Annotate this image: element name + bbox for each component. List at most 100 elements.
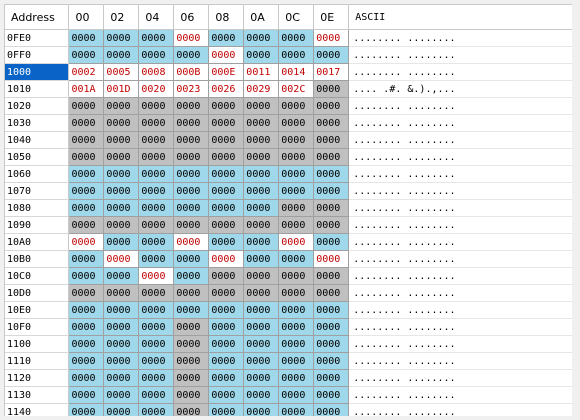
row-address[interactable]: 1040 bbox=[5, 131, 70, 149]
row-address[interactable]: 10B0 bbox=[5, 250, 70, 268]
hex-word-cell[interactable]: 0000 bbox=[278, 284, 315, 302]
hex-word-cell[interactable]: 0002 bbox=[68, 63, 105, 81]
memory-row[interactable]: 0FE0 0000 0000 0000 0000 0000 0000 0000 0000....… bbox=[5, 29, 573, 47]
hex-word-cell[interactable]: 0000 bbox=[173, 216, 210, 234]
hex-word-cell[interactable]: 0000 bbox=[173, 165, 210, 183]
hex-word-cell[interactable]: 0000 bbox=[173, 233, 210, 251]
hex-word-cell[interactable]: 0000 bbox=[68, 335, 105, 353]
hex-word-cell[interactable]: 0000 bbox=[103, 335, 140, 353]
hex-word-cell[interactable]: 0000 bbox=[243, 369, 280, 387]
hex-word-cell[interactable]: 0000 bbox=[278, 318, 315, 336]
hex-word-cell[interactable]: 000E bbox=[208, 63, 245, 81]
hex-word-cell[interactable]: 0000 bbox=[278, 114, 315, 132]
row-address[interactable]: 1000 bbox=[5, 63, 70, 81]
ascii-cell[interactable]: ........ ........ bbox=[348, 216, 573, 234]
memory-row[interactable]: 1070 0000 0000 0000 0000 0000 0000 0000 0000....… bbox=[5, 182, 573, 200]
hex-word-cell[interactable]: 0000 bbox=[313, 114, 350, 132]
row-address[interactable]: 1110 bbox=[5, 352, 70, 370]
hex-word-cell[interactable]: 0000 bbox=[138, 29, 175, 47]
ascii-cell[interactable]: ........ ........ bbox=[348, 369, 573, 387]
hex-word-cell[interactable]: 0008 bbox=[138, 63, 175, 81]
hex-word-cell[interactable]: 0000 bbox=[243, 199, 280, 217]
hex-word-cell[interactable]: 0000 bbox=[313, 369, 350, 387]
hex-word-cell[interactable]: 0000 bbox=[68, 386, 105, 404]
hex-word-cell[interactable]: 0000 bbox=[103, 131, 140, 149]
hex-word-cell[interactable]: 0000 bbox=[208, 216, 245, 234]
row-address[interactable]: 1080 bbox=[5, 199, 70, 217]
memory-row[interactable]: 1020 0000 0000 0000 0000 0000 0000 0000 0000....… bbox=[5, 97, 573, 115]
column-header-04[interactable]: 04 bbox=[138, 5, 175, 30]
memory-row[interactable]: 1120 0000 0000 0000 0000 0000 0000 0000 0000....… bbox=[5, 369, 573, 387]
hex-word-cell[interactable]: 0000 bbox=[103, 318, 140, 336]
row-address[interactable]: 10C0 bbox=[5, 267, 70, 285]
hex-word-cell[interactable]: 0000 bbox=[278, 199, 315, 217]
ascii-cell[interactable]: ........ ........ bbox=[348, 335, 573, 353]
hex-word-cell[interactable]: 0000 bbox=[278, 97, 315, 115]
hex-word-cell[interactable]: 0000 bbox=[243, 267, 280, 285]
hex-word-cell[interactable]: 0000 bbox=[208, 386, 245, 404]
hex-word-cell[interactable]: 0000 bbox=[208, 335, 245, 353]
hex-word-cell[interactable]: 0000 bbox=[173, 97, 210, 115]
hex-word-cell[interactable]: 0000 bbox=[138, 301, 175, 319]
hex-word-cell[interactable]: 0000 bbox=[278, 148, 315, 166]
row-address[interactable]: 10D0 bbox=[5, 284, 70, 302]
row-address[interactable]: 1130 bbox=[5, 386, 70, 404]
hex-word-cell[interactable]: 0000 bbox=[313, 29, 350, 47]
ascii-cell[interactable]: ........ ........ bbox=[348, 29, 573, 47]
hex-word-cell[interactable]: 0000 bbox=[243, 352, 280, 370]
hex-word-cell[interactable]: 0000 bbox=[313, 233, 350, 251]
ascii-cell[interactable]: ........ ........ bbox=[348, 182, 573, 200]
memory-row[interactable]: 10C0 0000 0000 0000 0000 0000 0000 0000 0000....… bbox=[5, 267, 573, 285]
hex-word-cell[interactable]: 0000 bbox=[68, 369, 105, 387]
hex-word-cell[interactable]: 0000 bbox=[103, 250, 140, 268]
hex-word-cell[interactable]: 0000 bbox=[278, 46, 315, 64]
hex-word-cell[interactable]: 0000 bbox=[103, 199, 140, 217]
hex-word-cell[interactable]: 0000 bbox=[208, 182, 245, 200]
row-address[interactable]: 10A0 bbox=[5, 233, 70, 251]
hex-word-cell[interactable]: 0000 bbox=[138, 233, 175, 251]
hex-word-cell[interactable]: 0000 bbox=[243, 318, 280, 336]
ascii-cell[interactable]: ........ ........ bbox=[348, 165, 573, 183]
hex-word-cell[interactable]: 0000 bbox=[138, 216, 175, 234]
memory-row[interactable]: 10B0 0000 0000 0000 0000 0000 0000 0000 0000....… bbox=[5, 250, 573, 268]
hex-word-cell[interactable]: 0020 bbox=[138, 80, 175, 98]
hex-word-cell[interactable]: 0014 bbox=[278, 63, 315, 81]
hex-word-cell[interactable]: 0000 bbox=[68, 165, 105, 183]
hex-word-cell[interactable]: 0000 bbox=[208, 250, 245, 268]
memory-row[interactable]: 1040 0000 0000 0000 0000 0000 0000 0000 0000....… bbox=[5, 131, 573, 149]
hex-word-cell[interactable]: 0000 bbox=[173, 114, 210, 132]
hex-word-cell[interactable]: 0000 bbox=[208, 318, 245, 336]
hex-word-cell[interactable]: 0000 bbox=[138, 335, 175, 353]
hex-word-cell[interactable]: 0000 bbox=[208, 131, 245, 149]
hex-word-cell[interactable]: 0000 bbox=[208, 97, 245, 115]
hex-word-cell[interactable]: 0000 bbox=[243, 148, 280, 166]
hex-word-cell[interactable]: 0000 bbox=[208, 369, 245, 387]
hex-word-cell[interactable]: 0000 bbox=[173, 386, 210, 404]
hex-word-cell[interactable]: 0000 bbox=[208, 46, 245, 64]
hex-word-cell[interactable]: 0000 bbox=[68, 29, 105, 47]
hex-word-cell[interactable]: 0000 bbox=[313, 352, 350, 370]
ascii-cell[interactable]: ........ ........ bbox=[348, 97, 573, 115]
hex-word-cell[interactable]: 0000 bbox=[138, 386, 175, 404]
hex-word-cell[interactable]: 0000 bbox=[68, 301, 105, 319]
hex-word-cell[interactable]: 0000 bbox=[173, 403, 210, 417]
hex-word-cell[interactable]: 0000 bbox=[278, 352, 315, 370]
hex-word-cell[interactable]: 0000 bbox=[243, 165, 280, 183]
hex-word-cell[interactable]: 0000 bbox=[68, 352, 105, 370]
row-address[interactable]: 1060 bbox=[5, 165, 70, 183]
hex-word-cell[interactable]: 0000 bbox=[278, 182, 315, 200]
memory-row[interactable]: 1010 001A 001D 0020 0023 0026 0029 002C 0000....… bbox=[5, 80, 573, 98]
hex-word-cell[interactable]: 0000 bbox=[313, 386, 350, 404]
hex-word-cell[interactable]: 0029 bbox=[243, 80, 280, 98]
column-header-0A[interactable]: 0A bbox=[243, 5, 280, 30]
row-address[interactable]: 1120 bbox=[5, 369, 70, 387]
row-address[interactable]: 1030 bbox=[5, 114, 70, 132]
hex-word-cell[interactable]: 001D bbox=[103, 80, 140, 98]
row-address[interactable]: 1020 bbox=[5, 97, 70, 115]
memory-row[interactable]: 0FF0 0000 0000 0000 0000 0000 0000 0000 0000....… bbox=[5, 46, 573, 64]
memory-row[interactable]: 1090 0000 0000 0000 0000 0000 0000 0000 0000....… bbox=[5, 216, 573, 234]
hex-word-cell[interactable]: 0000 bbox=[243, 97, 280, 115]
memory-row[interactable]: 1030 0000 0000 0000 0000 0000 0000 0000 0000....… bbox=[5, 114, 573, 132]
hex-word-cell[interactable]: 0000 bbox=[313, 148, 350, 166]
memory-row[interactable]: 1100 0000 0000 0000 0000 0000 0000 0000 0000....… bbox=[5, 335, 573, 353]
